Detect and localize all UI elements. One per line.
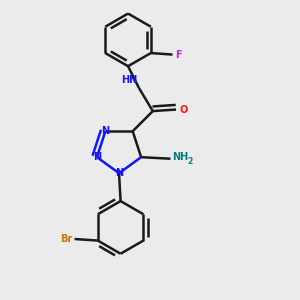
Text: NH: NH xyxy=(172,152,188,163)
Text: N: N xyxy=(115,168,123,178)
Text: HN: HN xyxy=(121,75,137,85)
Text: 2: 2 xyxy=(188,157,193,166)
Text: O: O xyxy=(180,104,188,115)
Text: F: F xyxy=(175,50,181,60)
Text: N: N xyxy=(93,152,101,162)
Text: Br: Br xyxy=(60,234,72,244)
Text: N: N xyxy=(101,126,110,136)
